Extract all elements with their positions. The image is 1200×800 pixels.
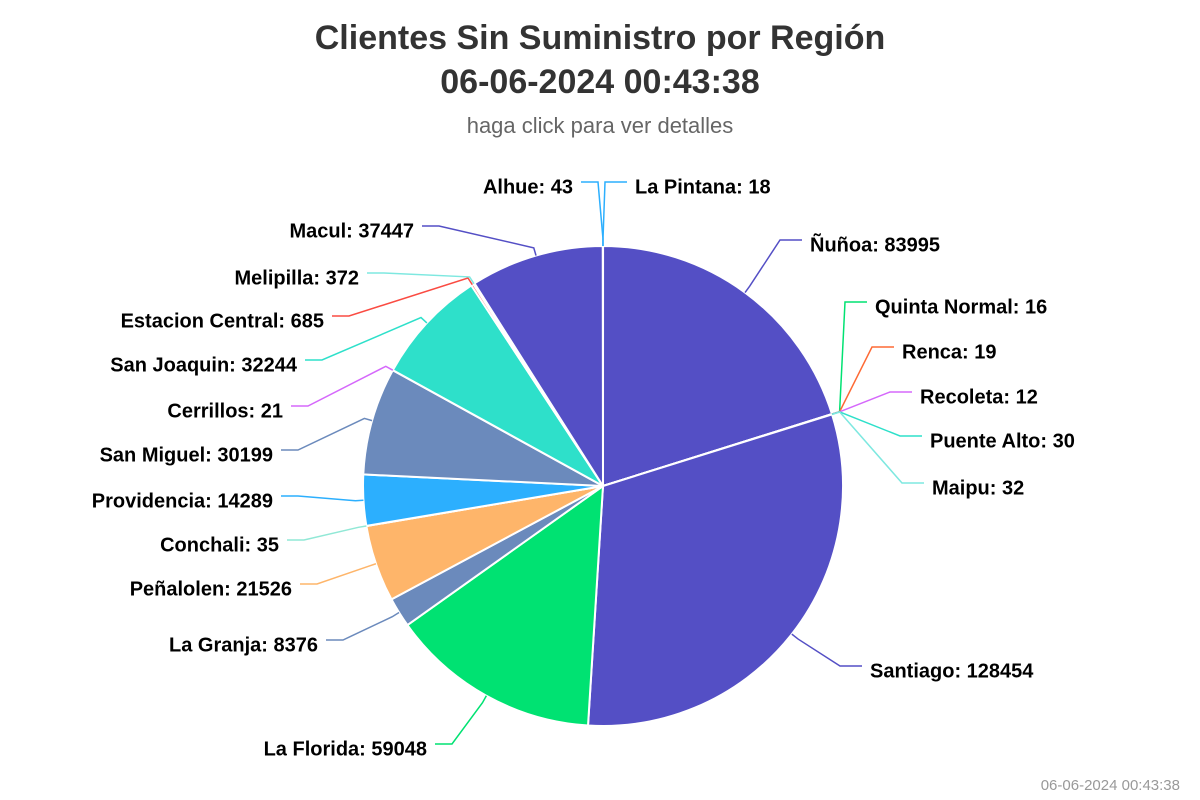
label-recoleta[interactable]: Recoleta: 12 (920, 386, 1038, 408)
slice-macul[interactable] (473, 244, 605, 490)
label-cerrillos[interactable]: Cerrillos: 21 (167, 400, 283, 422)
label-san-miguel[interactable]: San Miguel: 30199 (100, 444, 273, 466)
label-quinta-normal[interactable]: Quinta Normal: 16 (875, 296, 1047, 318)
leader-la-granja (326, 611, 400, 641)
label-la-florida[interactable]: La Florida: 59048 (264, 738, 427, 760)
slice-la-florida[interactable] (406, 483, 605, 727)
label-estacion-central[interactable]: Estacion Central: 685 (121, 310, 324, 332)
label-maipu[interactable]: Maipu: 32 (932, 477, 1024, 499)
leader-providencia (281, 495, 364, 502)
label-melipilla[interactable]: Melipilla: 372 (235, 267, 360, 289)
label-santiago[interactable]: Santiago: 128454 (870, 660, 1034, 682)
leader-san-miguel (281, 417, 373, 451)
label-providencia[interactable]: Providencia: 14289 (92, 490, 273, 512)
leader-santiago (791, 633, 862, 667)
leader-la-florida (435, 695, 488, 745)
slice-san-joaquin[interactable] (391, 283, 604, 487)
label-nunoa[interactable]: Ñuñoa: 83995 (810, 233, 940, 256)
leader-penalolen (300, 563, 377, 585)
leader-la-pintana (602, 181, 627, 247)
leader-lines (281, 181, 924, 745)
label-la-pintana[interactable]: La Pintana: 18 (635, 176, 771, 198)
slice-san-miguel[interactable] (362, 368, 604, 487)
leader-alhue (581, 181, 604, 247)
leader-melipilla (367, 272, 475, 285)
label-renca[interactable]: Renca: 19 (902, 341, 997, 363)
leader-puente-alto (831, 411, 922, 437)
chart-subtitle: haga click para ver detalles (467, 113, 734, 138)
label-san-joaquin[interactable]: San Joaquin: 32244 (110, 354, 298, 376)
pie-slices (362, 244, 844, 727)
leader-san-joaquin (305, 316, 428, 361)
leader-maipu (831, 411, 924, 484)
leader-estacion-central (332, 277, 473, 317)
chart-title-line1: Clientes Sin Suministro por Región (315, 19, 886, 57)
label-penalolen[interactable]: Peñalolen: 21526 (130, 578, 292, 600)
slice-nunoa[interactable] (601, 244, 834, 488)
label-la-granja[interactable]: La Granja: 8376 (169, 634, 318, 656)
leader-conchali (287, 525, 367, 541)
chart-title-line2: 06-06-2024 00:43:38 (440, 63, 759, 101)
data-labels: La Pintana: 18 Ñuñoa: 83995 Quinta Normal:… (92, 176, 1075, 760)
label-macul[interactable]: Macul: 37447 (289, 220, 414, 242)
leader-macul (422, 225, 537, 256)
label-alhue[interactable]: Alhue: 43 (483, 176, 573, 198)
label-conchali[interactable]: Conchali: 35 (160, 534, 279, 556)
label-puente-alto[interactable]: Puente Alto: 30 (930, 430, 1075, 452)
leader-cerrillos (291, 365, 394, 407)
chart-credit: 06-06-2024 00:43:38 (1041, 777, 1180, 794)
leader-quinta-normal (831, 301, 867, 415)
leader-nunoa (744, 239, 802, 293)
